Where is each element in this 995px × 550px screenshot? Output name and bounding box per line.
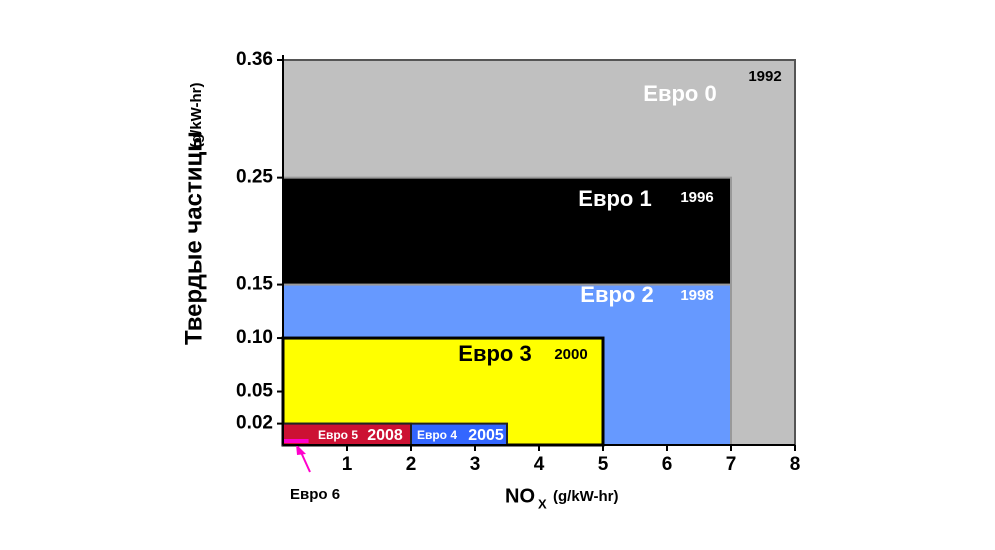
x-tick-label: 8 <box>790 454 801 475</box>
x-axis-title: NO <box>505 485 535 507</box>
x-axis-title-sub: X <box>538 496 547 511</box>
standard-label: Евро 0 <box>643 81 716 106</box>
standard-year: 1996 <box>680 189 713 206</box>
standard-label: Евро 2 <box>580 282 653 307</box>
y-tick-label: 0.25 <box>236 167 273 188</box>
standard-label: Евро 3 <box>458 341 531 366</box>
x-axis-unit: (g/kW-hr) <box>553 488 619 505</box>
x-tick-label: 5 <box>598 454 609 475</box>
standard-area <box>283 439 309 443</box>
y-axis-title: Твердые частицы <box>180 131 207 345</box>
y-tick-label: 0.02 <box>236 413 273 434</box>
x-tick-label: 1 <box>342 454 353 475</box>
x-tick-label: 3 <box>470 454 481 475</box>
y-tick-label: 0.36 <box>236 49 273 70</box>
arrow-head <box>296 444 306 455</box>
y-axis-unit: (g/kW-hr) <box>188 82 205 148</box>
x-tick-label: 2 <box>406 454 417 475</box>
y-tick-label: 0.10 <box>236 327 273 348</box>
standard-year: 2005 <box>468 427 504 444</box>
standard-year: 2000 <box>554 346 587 363</box>
x-tick-label: 7 <box>726 454 737 475</box>
x-tick-label: 6 <box>662 454 673 475</box>
x-tick-label: 4 <box>534 454 545 475</box>
y-tick-label: 0.05 <box>236 381 273 402</box>
standard-label: Евро 6 <box>290 486 340 503</box>
standard-label: Евро 1 <box>578 186 651 211</box>
standard-year: 1992 <box>748 68 781 85</box>
standard-label: Евро 4 <box>417 428 457 442</box>
standard-year: 1998 <box>680 287 713 304</box>
standard-label: Евро 5 <box>318 428 358 442</box>
y-tick-label: 0.15 <box>236 274 273 295</box>
standard-year: 2008 <box>367 427 403 444</box>
